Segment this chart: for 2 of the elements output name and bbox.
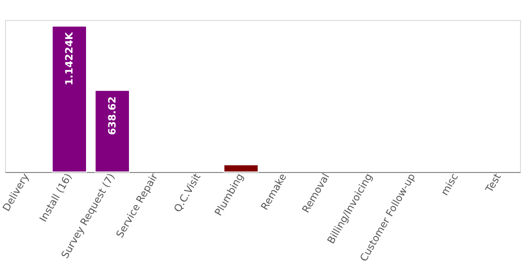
data-label: 638.62	[107, 96, 118, 136]
data-label: 1.14224K	[64, 30, 76, 86]
